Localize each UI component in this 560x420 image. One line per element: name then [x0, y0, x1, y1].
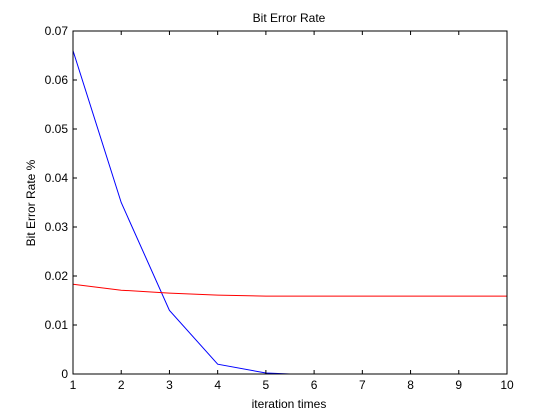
x-tick-label: 8: [407, 378, 414, 392]
series-line-1: [72, 50, 291, 375]
y-tick-label: 0.05: [45, 122, 69, 136]
y-tick-label: 0: [61, 367, 68, 381]
x-tick-label: 1: [70, 378, 77, 392]
y-tick-label: 0.06: [45, 73, 69, 87]
y-tick-label: 0.07: [45, 24, 69, 38]
y-tick-label: 0.02: [45, 269, 69, 283]
series-line-2: [72, 283, 507, 297]
x-tick-label: 5: [263, 378, 270, 392]
x-tick-label: 10: [500, 378, 514, 392]
x-axis-label: iteration times: [252, 397, 327, 411]
plot-frame: [72, 30, 508, 375]
x-tick-label: 3: [166, 378, 173, 392]
x-tick-label: 9: [455, 378, 462, 392]
plot-area: [72, 50, 507, 375]
y-tick-label: 0.03: [45, 220, 69, 234]
x-tick-label: 6: [311, 378, 318, 392]
x-tick-label: 4: [214, 378, 221, 392]
x-tick-label: 2: [118, 378, 125, 392]
x-axis: 1 2 3 4 5 6 7 8 9 10: [70, 31, 514, 392]
y-tick-label: 0.04: [45, 171, 69, 185]
x-tick-label: 7: [359, 378, 366, 392]
y-tick-label: 0.01: [45, 318, 69, 332]
y-axis-label: Bit Error Rate %: [24, 159, 38, 246]
y-axis: 0 0.01 0.02 0.03 0.04 0.05 0.06 0.07: [45, 24, 507, 381]
chart-title: Bit Error Rate: [253, 11, 326, 25]
